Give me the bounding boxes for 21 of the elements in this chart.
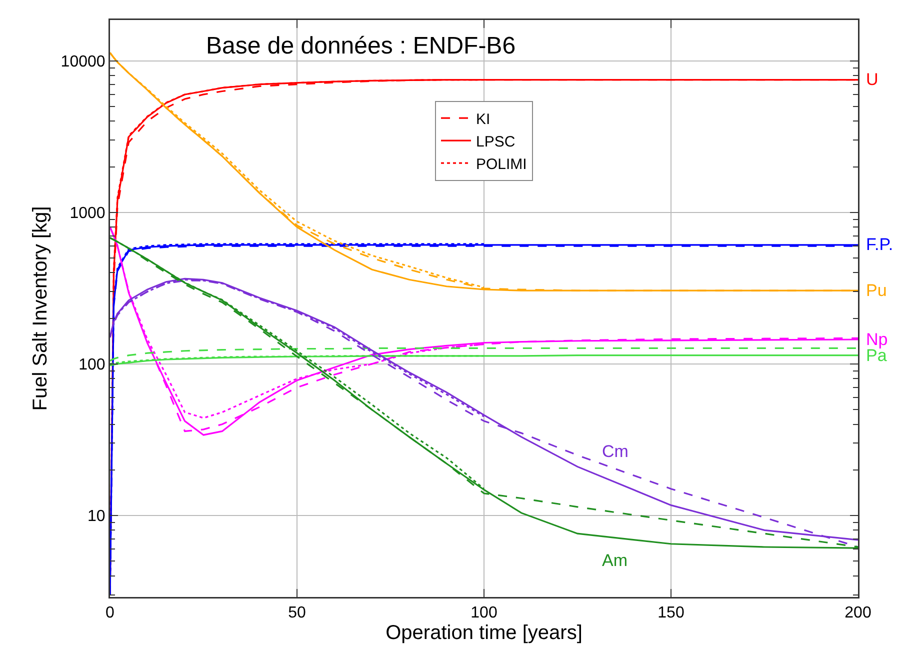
text: F.P. <box>866 235 894 254</box>
y-tick-label: 10000 <box>60 53 106 70</box>
y-axis-title: Fuel Salt Inventory [kg] <box>30 206 52 411</box>
x-tick-label: 50 <box>288 604 306 622</box>
x-axis-title: Operation time [years] <box>386 622 582 644</box>
legend-label: LPSC <box>476 133 516 150</box>
x-tick-label: 150 <box>658 604 684 622</box>
text: Pu <box>866 281 887 300</box>
y-tick-label: 1000 <box>70 205 106 222</box>
annotation: Cm <box>602 442 628 461</box>
y-tick-label: 100 <box>78 356 106 374</box>
x-tick-label: 100 <box>470 604 498 622</box>
x-tick-label: 200 <box>844 604 872 622</box>
text: Np <box>866 330 888 349</box>
legend-label: KI <box>476 110 490 128</box>
annotation: Am <box>602 551 628 570</box>
text: U <box>866 70 878 89</box>
y-tick-label: 10 <box>88 508 106 526</box>
x-tick-label: 0 <box>106 604 115 622</box>
text: Base de données : ENDF-B6 <box>206 32 516 60</box>
legend-label: POLIMI <box>476 156 527 173</box>
